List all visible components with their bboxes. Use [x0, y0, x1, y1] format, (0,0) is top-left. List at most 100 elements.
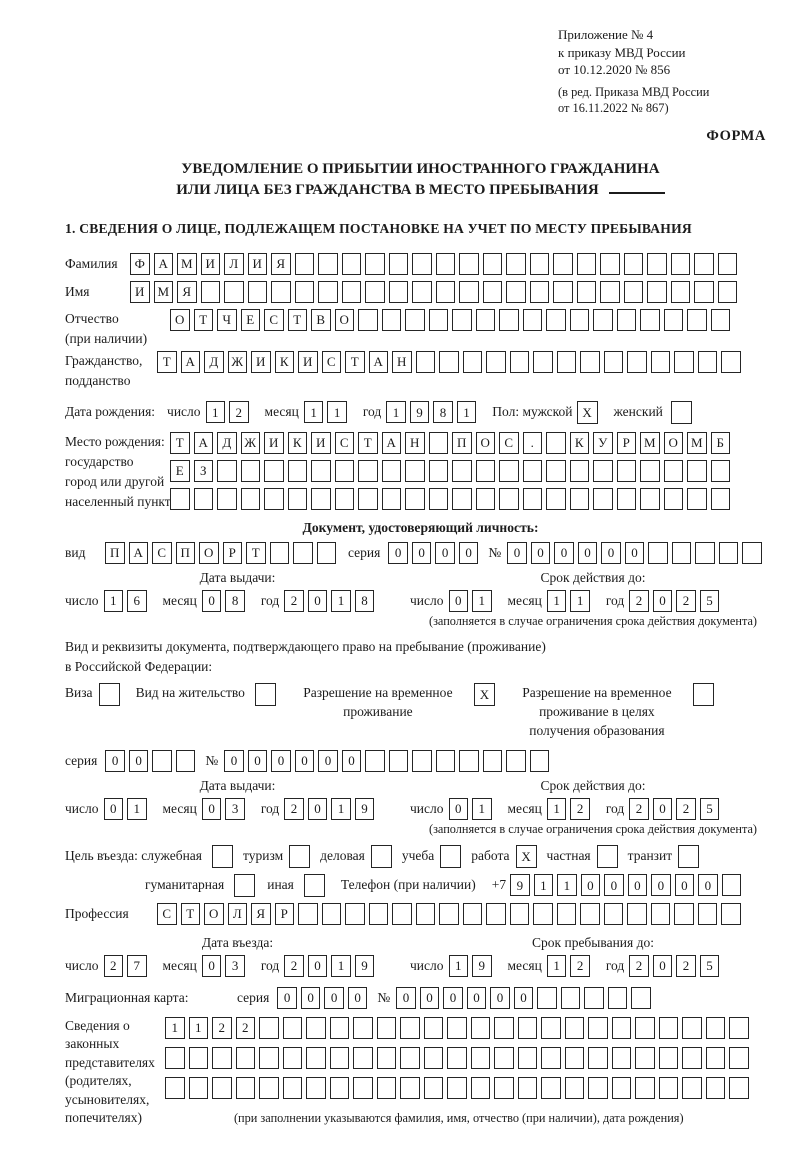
doc-issue-year-cell[interactable]: 8	[354, 589, 375, 612]
representative-cell[interactable]	[705, 1046, 725, 1069]
representative-cell[interactable]	[517, 1046, 537, 1069]
birth-place-cell[interactable]	[287, 487, 307, 510]
name-cell[interactable]	[412, 280, 432, 303]
representative-cell[interactable]	[376, 1016, 396, 1039]
res-number-cell[interactable]: 0	[341, 749, 362, 772]
name-cell[interactable]	[365, 280, 385, 303]
stay-day-cell[interactable]: 1	[448, 954, 468, 977]
mig-series-cell[interactable]: 0	[300, 986, 321, 1009]
representative-cell[interactable]	[705, 1016, 725, 1039]
purpose-work-checkbox-cell[interactable]: X	[515, 844, 537, 868]
birth-place-cell[interactable]	[170, 487, 190, 510]
doc-valid-year-cell[interactable]: 2	[676, 589, 696, 612]
name-cell[interactable]	[670, 280, 690, 303]
name-cell[interactable]	[294, 280, 314, 303]
representative-cell[interactable]	[564, 1016, 584, 1039]
birth-place-cell[interactable]	[640, 459, 660, 482]
birth-place-cell[interactable]: А	[193, 431, 213, 454]
purpose-tourism-checkbox-cell[interactable]	[289, 844, 311, 868]
birth-month-cell[interactable]: 1	[327, 401, 347, 423]
doc-type-cell[interactable]: С	[152, 541, 172, 564]
profession-cell[interactable]	[603, 902, 623, 925]
citizenship-cell[interactable]: Д	[204, 350, 224, 373]
representative-cell[interactable]	[282, 1076, 302, 1099]
res-number-cell[interactable]	[529, 749, 550, 772]
purpose-humanitarian-checkbox-cell[interactable]	[234, 873, 256, 897]
mig-series-cell[interactable]: 0	[324, 986, 344, 1009]
profession-cell[interactable]	[509, 902, 529, 925]
birth-place-cell[interactable]: Р	[616, 431, 636, 454]
mig-series-cell[interactable]: 0	[277, 986, 297, 1009]
mig-number-cell[interactable]: 0	[396, 986, 416, 1009]
res-valid-year-cell[interactable]: 0	[652, 797, 673, 820]
purpose-private-checkbox-cell[interactable]	[596, 844, 618, 868]
phone-cell[interactable]: 1	[557, 874, 577, 896]
profession-cell[interactable]: С	[157, 902, 177, 925]
citizenship-cell[interactable]	[674, 350, 694, 373]
res-issue-month-cell[interactable]: 0	[201, 797, 222, 820]
name-cell[interactable]	[623, 280, 643, 303]
surname-cell[interactable]	[670, 252, 690, 275]
patronymic-cell[interactable]	[546, 308, 566, 331]
surname-cell[interactable]	[318, 252, 338, 275]
name-cell[interactable]	[553, 280, 573, 303]
birth-year-cell[interactable]: 1	[386, 401, 406, 423]
name-cell[interactable]	[717, 280, 737, 303]
surname-cell[interactable]	[459, 252, 479, 275]
name-cell[interactable]	[694, 280, 714, 303]
profession-cell[interactable]	[697, 902, 717, 925]
res-valid-year-cell[interactable]: 5	[699, 797, 720, 820]
patronymic-cell[interactable]: С	[264, 308, 284, 331]
citizenship-cell[interactable]: Т	[157, 350, 177, 373]
birth-place-cell[interactable]	[522, 487, 542, 510]
representative-cell[interactable]	[376, 1046, 396, 1069]
doc-valid-year-cell[interactable]: 5	[699, 589, 720, 612]
doc-type-cell[interactable]: Р	[222, 541, 242, 564]
representative-cell[interactable]	[306, 1046, 326, 1069]
name-cell[interactable]: Я	[177, 280, 197, 303]
doc-series-cell[interactable]: 0	[458, 541, 479, 564]
visa-checkbox-cell[interactable]	[98, 682, 120, 706]
res-valid-year-cell[interactable]: 2	[676, 797, 696, 820]
res-issue-year-cell[interactable]: 0	[307, 797, 328, 820]
birth-place-cell[interactable]	[452, 459, 472, 482]
res-issue-year-cell[interactable]: 2	[284, 797, 304, 820]
purpose-other-checkbox-cell[interactable]	[303, 873, 325, 897]
res-number-cell[interactable]	[388, 749, 409, 772]
name-cell[interactable]	[576, 280, 596, 303]
birth-place-cell[interactable]	[546, 431, 566, 454]
name-cell[interactable]	[459, 280, 479, 303]
surname-cell[interactable]: И	[200, 252, 220, 275]
res-valid-year-cell[interactable]: 2	[629, 797, 649, 820]
surname-cell[interactable]	[600, 252, 620, 275]
name-cell[interactable]	[529, 280, 549, 303]
res-series-cell[interactable]: 0	[128, 749, 149, 772]
birth-year-cell[interactable]: 1	[456, 401, 477, 423]
birth-place-cell[interactable]	[593, 487, 613, 510]
patronymic-cell[interactable]	[499, 308, 519, 331]
representative-cell[interactable]	[635, 1016, 655, 1039]
name-cell[interactable]	[247, 280, 267, 303]
purpose-business-checkbox-cell[interactable]	[370, 844, 392, 868]
doc-valid-year-cell[interactable]: 0	[652, 589, 673, 612]
doc-issue-year-cell[interactable]: 0	[307, 589, 328, 612]
res-number-cell[interactable]: 0	[224, 749, 244, 772]
surname-cell[interactable]	[623, 252, 643, 275]
representative-cell[interactable]	[282, 1016, 302, 1039]
birth-place-cell[interactable]: Д	[217, 431, 237, 454]
representative-cell[interactable]	[400, 1076, 420, 1099]
name-cell[interactable]	[435, 280, 455, 303]
representative-cell[interactable]	[682, 1016, 702, 1039]
profession-cell[interactable]	[721, 902, 741, 925]
birth-place-cell[interactable]: У	[593, 431, 613, 454]
profession-cell[interactable]	[345, 902, 365, 925]
birth-place-cell[interactable]	[405, 487, 425, 510]
res-issue-day-cell[interactable]: 1	[127, 797, 147, 820]
doc-number-cell[interactable]: 0	[577, 541, 598, 564]
profession-cell[interactable]	[556, 902, 576, 925]
res-valid-day-cell[interactable]: 1	[472, 797, 492, 820]
profession-cell[interactable]	[533, 902, 553, 925]
birth-place-cell[interactable]	[710, 459, 730, 482]
stay-month-cell[interactable]: 2	[570, 954, 590, 977]
birth-place-cell[interactable]	[616, 487, 636, 510]
